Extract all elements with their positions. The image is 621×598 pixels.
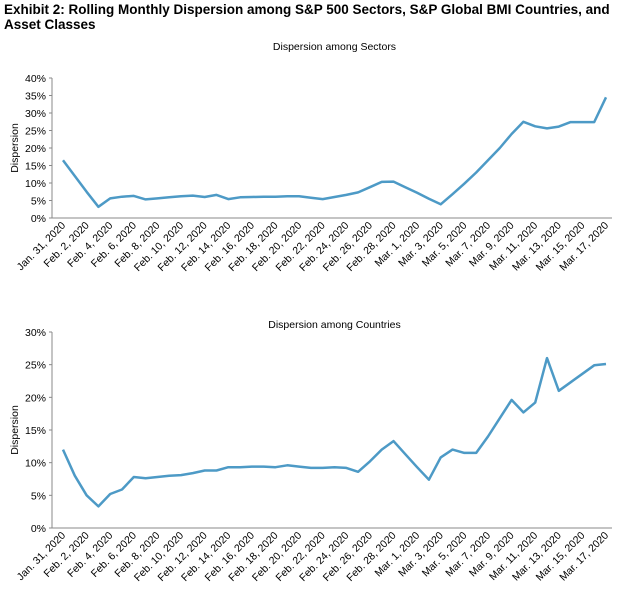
y-tick-label: 20% <box>25 392 46 404</box>
page-title: Exhibit 2: Rolling Monthly Dispersion am… <box>4 2 610 32</box>
chart-title: Dispersion among Countries <box>268 319 400 331</box>
chart-title: Dispersion among Sectors <box>273 41 396 53</box>
y-tick-label: 10% <box>25 458 46 470</box>
y-tick-label: 5% <box>31 490 46 502</box>
y-tick-label: 20% <box>25 143 46 155</box>
y-tick-label: 15% <box>25 425 46 437</box>
y-tick-label: 25% <box>25 360 46 372</box>
y-axis-label: Dispersion <box>9 405 21 455</box>
y-tick-label: 5% <box>31 196 46 208</box>
y-tick-label: 30% <box>25 327 46 339</box>
y-tick-label: 0% <box>31 523 46 535</box>
y-tick-label: 0% <box>31 213 46 225</box>
y-tick-label: 15% <box>25 161 46 173</box>
y-tick-label: 30% <box>25 108 46 120</box>
y-tick-label: 25% <box>25 126 46 138</box>
y-tick-label: 10% <box>25 178 46 190</box>
data-line <box>62 96 608 209</box>
data-line <box>61 356 607 508</box>
y-tick-label: 40% <box>25 73 46 85</box>
y-tick-label: 35% <box>25 91 46 103</box>
y-axis-label: Dispersion <box>9 123 21 173</box>
